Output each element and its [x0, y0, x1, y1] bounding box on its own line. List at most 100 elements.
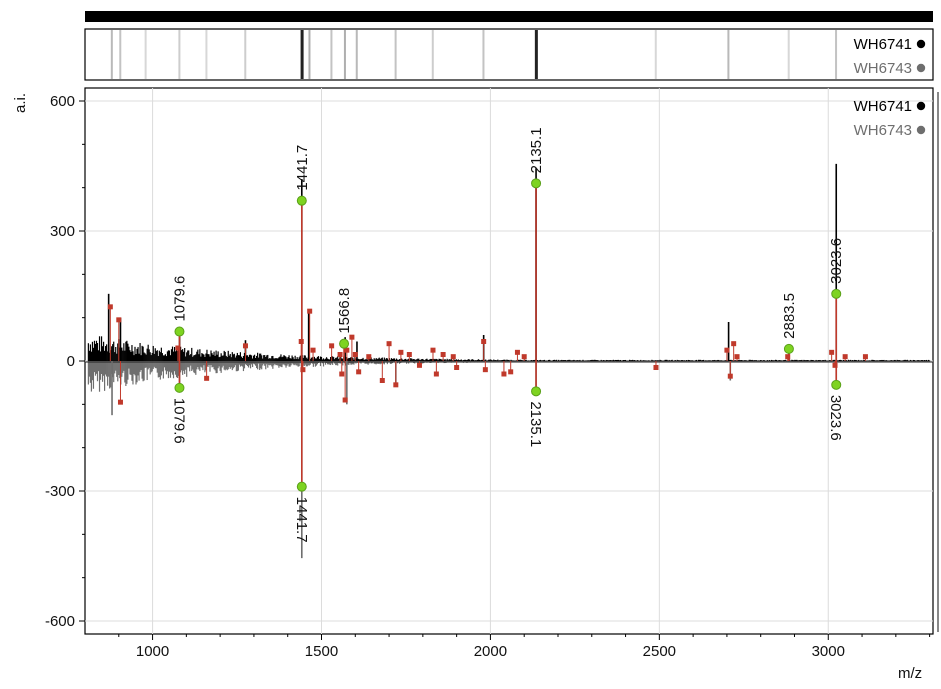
heatmap-band: [308, 30, 311, 79]
matched-marker: [310, 347, 316, 353]
peak-label: 3023.6: [828, 238, 845, 284]
overview-bar[interactable]: [85, 11, 933, 22]
matched-marker: [832, 362, 838, 368]
labeled-peak-point: [831, 379, 842, 390]
matched-marker: [393, 382, 399, 388]
matched-marker: [117, 399, 123, 405]
matched-marker: [514, 349, 520, 355]
matched-marker: [842, 354, 848, 360]
legend-label: WH6743: [854, 122, 912, 139]
heatmap-band: [110, 30, 113, 79]
matched-marker: [501, 371, 507, 377]
y-tick-label: -300: [45, 483, 75, 500]
legend-label: WH6741: [854, 36, 912, 53]
matched-marker: [521, 354, 527, 360]
peak-label: 1566.8: [336, 288, 353, 334]
labeled-peak-point: [531, 178, 542, 189]
peak-label: 2883.5: [781, 293, 798, 339]
matched-marker: [508, 369, 514, 375]
peak-labels: 1079.6 1441.7 1566.8 2135.1 2883.5 3023.6 1079…: [170, 127, 845, 542]
labeled-peak-point: [339, 338, 350, 349]
matched-marker: [653, 365, 659, 370]
matched-marker: [342, 397, 348, 403]
labeled-peak-point: [296, 195, 307, 206]
plot-area: 1079.6 1441.7 1566.8 2135.1 2883.5 3023.6 1079…: [45, 87, 939, 660]
matched-marker: [242, 343, 248, 349]
peak-label: 1441.7: [294, 145, 311, 191]
heatmap-band: [144, 30, 147, 79]
x-tick-label: 1000: [136, 643, 169, 660]
matched-marker: [337, 352, 343, 357]
matched-marker: [356, 369, 362, 375]
matched-peak-markers: [107, 178, 868, 492]
peak-label: 1079.6: [170, 398, 187, 444]
heatmap-band: [431, 30, 434, 79]
matched-marker: [482, 367, 488, 373]
x-axis-label: m/z: [898, 665, 922, 682]
heatmap-band: [205, 30, 208, 79]
legend-dot: [916, 101, 926, 111]
matched-marker: [433, 371, 439, 377]
matched-marker: [724, 347, 730, 353]
x-tick-label: 2000: [474, 643, 507, 660]
labeled-peak-point: [174, 326, 185, 337]
matched-marker: [352, 352, 358, 357]
matched-marker: [481, 339, 487, 344]
matched-marker: [406, 352, 412, 357]
matched-marker: [416, 362, 422, 368]
heatmap-band: [394, 30, 397, 79]
legend-dot: [916, 39, 926, 49]
matched-marker: [731, 341, 737, 347]
matched-marker: [366, 354, 372, 360]
chart-legend: WH6741 WH6743: [854, 98, 926, 139]
matched-marker: [300, 367, 306, 373]
peak-label: 3023.6: [827, 395, 844, 441]
y-tick-label: 0: [67, 353, 75, 370]
x-tick-label: 3000: [812, 643, 845, 660]
matched-marker: [454, 365, 460, 370]
matched-marker: [339, 371, 345, 377]
y-tick-label: -600: [45, 613, 75, 630]
labeled-peak-point: [296, 481, 307, 492]
heatmap-band: [244, 30, 247, 79]
heatmap-band: [330, 30, 333, 79]
matched-marker: [107, 304, 113, 310]
heatmap-band: [482, 30, 485, 79]
heatmap-band: [835, 30, 838, 79]
labeled-peak-point: [174, 382, 185, 393]
peak-label: 2135.1: [527, 401, 544, 447]
matched-marker: [307, 308, 313, 314]
labeled-peak-point: [783, 343, 794, 354]
matched-marker: [734, 354, 740, 360]
matched-marker: [116, 317, 122, 323]
matched-marker: [344, 347, 350, 353]
heatmap-band: [119, 30, 122, 79]
heatmap-bands: [110, 30, 838, 79]
matched-marker: [727, 373, 733, 379]
heatmap-band: [787, 30, 790, 79]
legend-dot: [916, 63, 926, 73]
matched-marker: [862, 354, 868, 360]
heatmap-band: [654, 30, 657, 79]
matched-marker: [349, 334, 355, 340]
x-tick-label: 2500: [643, 643, 676, 660]
matched-marker: [450, 354, 456, 360]
matched-marker: [440, 352, 446, 357]
heatmap-band: [727, 30, 730, 79]
heatmap-band: [343, 30, 346, 79]
y-tick-label: 600: [50, 93, 75, 110]
peak-label: 2135.1: [528, 127, 545, 173]
matched-marker: [175, 345, 181, 351]
heatmap-band: [534, 30, 538, 79]
legend-label: WH6741: [854, 98, 912, 115]
matched-marker: [329, 343, 335, 349]
heatmap-legend: WH6741 WH6743: [854, 36, 926, 77]
matched-marker: [829, 349, 835, 355]
y-tick-label: 300: [50, 223, 75, 240]
peak-label: 1079.6: [171, 276, 188, 322]
matched-marker: [386, 341, 392, 347]
heatmap-frame: [84, 28, 934, 81]
legend-dot: [916, 125, 926, 135]
